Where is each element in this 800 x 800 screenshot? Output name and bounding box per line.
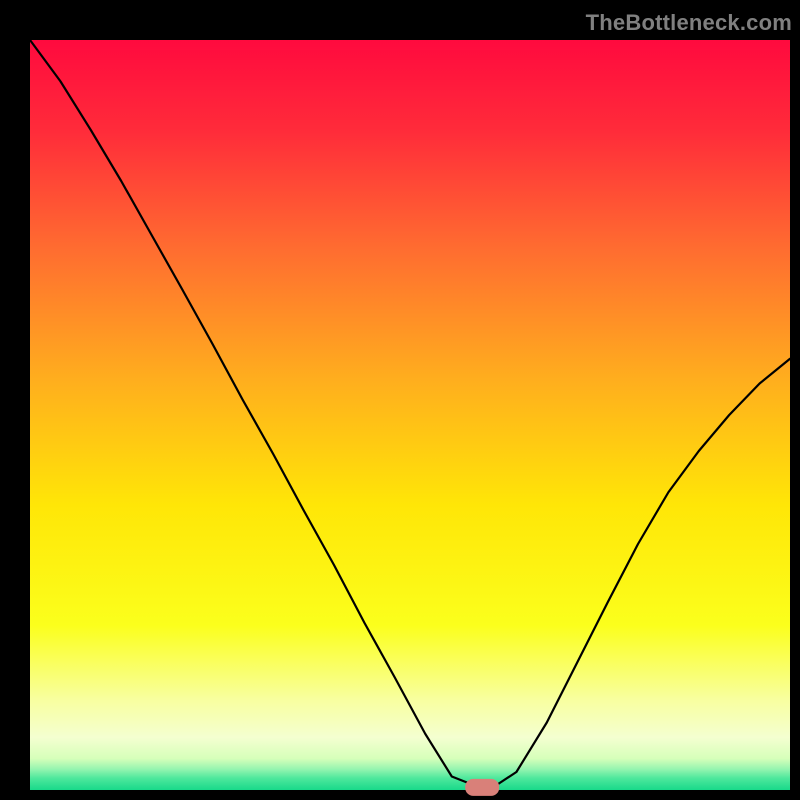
watermark-text: TheBottleneck.com [586,10,792,36]
plot-background [30,40,790,790]
bottleneck-chart [0,0,800,800]
chart-container: TheBottleneck.com [0,0,800,800]
optimum-marker [465,779,499,796]
